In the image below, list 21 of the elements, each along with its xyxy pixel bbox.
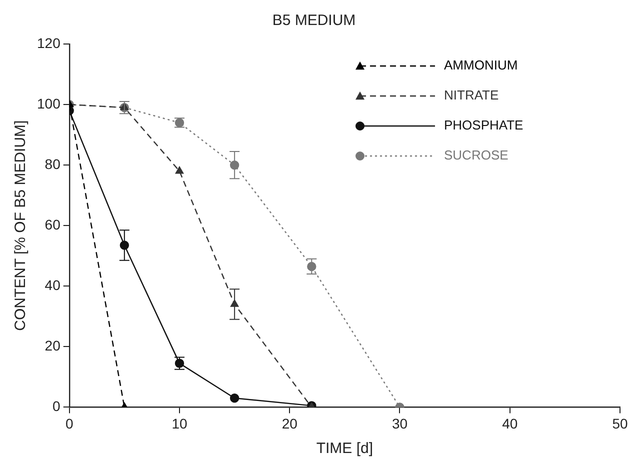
x-tick-label: 20: [282, 415, 298, 432]
text: AMMONIUM: [444, 58, 518, 73]
text: SUCROSE: [444, 148, 509, 163]
x-tick-label: 10: [172, 415, 188, 432]
point: [175, 166, 184, 174]
x-tick-label: 30: [392, 415, 408, 432]
y-tick-label: 120: [37, 34, 61, 51]
x-tick-label: 40: [502, 415, 518, 432]
y-tick-label: 40: [44, 276, 61, 293]
y-tick-label: 60: [44, 216, 61, 232]
y-tick-label: 100: [37, 95, 61, 112]
y-tick-label: 0: [52, 398, 61, 414]
y-axis-title: CONTENT [% OF B5 MEDIUM]: [12, 120, 30, 331]
x-axis-title: TIME [d]: [316, 440, 374, 458]
text: NITRATE: [444, 88, 499, 103]
text: PHOSPHATE: [444, 118, 524, 133]
y-tick-label: 20: [44, 338, 61, 354]
chart-title: B5 MEDIUM: [272, 12, 356, 30]
x-tick-label: 0: [65, 415, 74, 432]
y-tick-label: 80: [44, 156, 61, 172]
x-tick-label: 50: [612, 415, 628, 432]
